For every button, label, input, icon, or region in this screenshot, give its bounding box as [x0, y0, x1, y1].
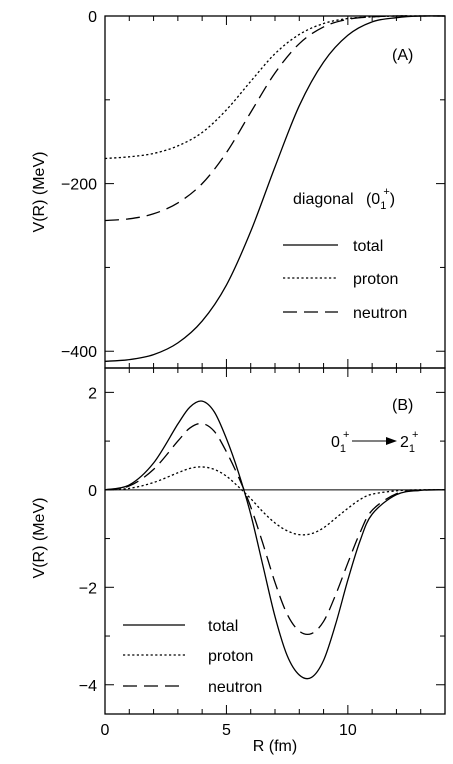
ytick-label: −200 — [61, 177, 97, 194]
ytick-label: 2 — [88, 385, 97, 402]
panel-a-annotation-paren-open: ( — [366, 191, 372, 208]
panel-b-annotation-to-sup: + — [412, 429, 418, 441]
series-line-neutron — [104, 422, 446, 636]
panel-b: 20−2−40 5 10 V(R) (MeV) R (fm) (B) 01+ 21+… — [31, 367, 446, 755]
panel-a-annotation-state: 0 — [371, 191, 380, 208]
ytick-label: 0 — [88, 9, 97, 26]
panel-b-xlabel: R (fm) — [253, 738, 297, 755]
panel-a-annotation-text: diagonal — [293, 191, 354, 208]
panel-b-frame — [104, 367, 446, 715]
panel-b-annotation: 01+ 21+ — [331, 429, 418, 455]
panel-a-label: (A) — [392, 47, 413, 64]
panel-b-annotation-to: 21 + — [400, 429, 418, 455]
panel-a: 0−200−400 V(R) (MeV) (A) diagonal (01+) … — [31, 9, 446, 369]
panel-b-legend: total proton neutron — [123, 618, 262, 696]
ytick-label: −4 — [79, 678, 97, 695]
ytick-label: 0 — [88, 483, 97, 500]
ytick-label: −2 — [79, 580, 97, 597]
panel-a-ylabel: V(R) (MeV) — [31, 152, 48, 233]
panel-a-ticks — [104, 15, 446, 368]
panel-a-tick-labels: 0 −200 −400 — [61, 9, 97, 361]
panel-a-annotation: diagonal (01 +) — [293, 186, 395, 212]
panel-a-series — [104, 15, 446, 362]
series-line-proton — [104, 466, 446, 536]
panel-b-ylabel: V(R) (MeV) — [31, 498, 48, 579]
legend-label-neutron: neutron — [208, 679, 262, 696]
legend-label-proton: proton — [208, 648, 253, 665]
series-line-total — [104, 400, 446, 680]
panel-b-annotation-from-sub: 1 — [340, 443, 346, 455]
arrow-right-icon — [386, 437, 397, 445]
legend-label-proton: proton — [353, 271, 398, 288]
panel-b-series — [104, 400, 446, 680]
xtick-label: 0 — [101, 722, 110, 739]
panel-b-annotation-from-state: 0 — [331, 434, 340, 451]
panel-b-ticks — [104, 368, 446, 714]
panel-b-annotation-from-sup: + — [343, 429, 349, 441]
series-line-proton — [104, 15, 445, 160]
panel-b-annotation-to-state: 2 — [400, 434, 409, 451]
series-line-total — [104, 15, 446, 362]
panel-b-annotation-from: 01 + — [331, 429, 349, 455]
legend-label-total: total — [208, 618, 238, 635]
panel-a-annotation-paren-close: ) — [390, 191, 395, 208]
ytick-label: −400 — [61, 344, 97, 361]
panel-a-annotation-state-sub: 1 — [380, 200, 386, 212]
panel-b-tick-labels: 20−2−40 5 10 — [79, 385, 357, 739]
panel-a-annotation-state-sup: + — [383, 186, 389, 198]
xtick-label: 5 — [222, 722, 231, 739]
panel-b-label: (B) — [392, 397, 413, 414]
panel-b-annotation-to-sub: 1 — [409, 443, 415, 455]
legend-label-neutron: neutron — [353, 305, 407, 322]
panel-a-legend: total proton neutron — [283, 238, 407, 322]
legend-label-total: total — [353, 238, 383, 255]
series-line-neutron — [104, 15, 445, 222]
xtick-label: 10 — [339, 722, 357, 739]
